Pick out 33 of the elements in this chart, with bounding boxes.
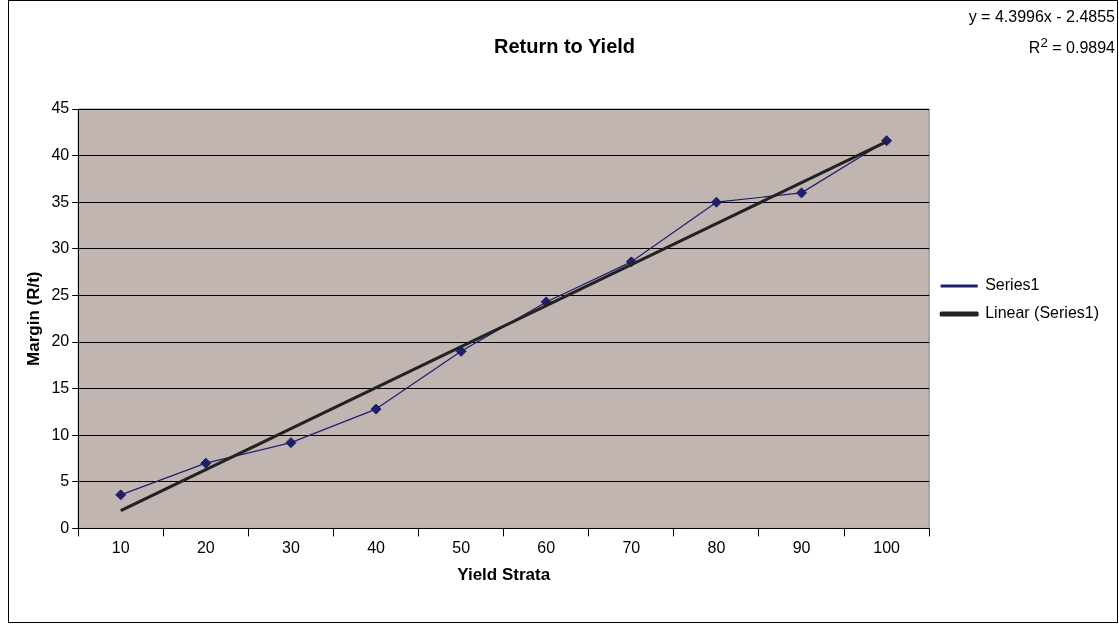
x-tick-label: 10 (111, 539, 130, 557)
x-tick-label: 50 (452, 539, 471, 557)
x-tick-label: 40 (367, 539, 386, 557)
point (370, 403, 382, 415)
x-tick-label: 20 (196, 539, 215, 557)
y-tick-label: 45 (51, 99, 70, 117)
y-tick-label: 30 (51, 239, 70, 257)
x-tick-label: 60 (537, 539, 556, 557)
y-tick-label: 5 (60, 472, 70, 490)
x-tick-label: 30 (282, 539, 300, 557)
point (285, 437, 297, 449)
point (796, 187, 808, 199)
text: R$^{2}$ = 0.9894 (1027, 34, 1115, 59)
y-tick-label: 25 (51, 285, 70, 303)
y-tick-label: 35 (51, 192, 70, 210)
chart-title: Return to Yield (493, 34, 636, 57)
y-tick-label: 15 (51, 379, 70, 397)
x-tick-label: 90 (792, 539, 811, 557)
y-tick-label: 10 (51, 425, 70, 443)
y-tick-label: 0 (60, 518, 70, 536)
text: y = 4.3996x - 2.4855 (968, 7, 1115, 27)
x-tick-label: 100 (873, 539, 901, 557)
x-axis-title: Yield Strata (457, 565, 551, 585)
y-axis-title: Margin (R/t) (23, 271, 43, 366)
legend-label: Linear (Series1) (985, 304, 1099, 322)
y-tick-label: 40 (51, 146, 70, 164)
x-tick-label: 80 (707, 539, 726, 557)
point (710, 196, 722, 208)
x-tick-label: 70 (622, 539, 641, 557)
point (200, 457, 212, 469)
point (115, 489, 127, 501)
y-tick-label: 20 (51, 332, 70, 350)
legend-label: Series1 (985, 276, 1040, 294)
